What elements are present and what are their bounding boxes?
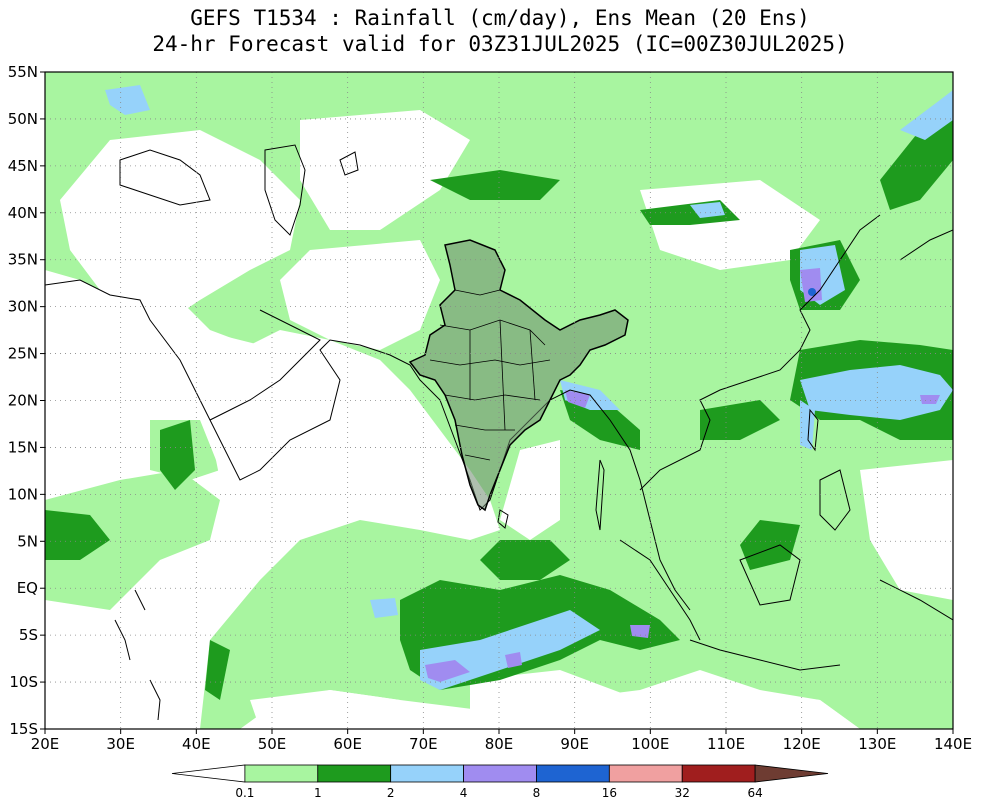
colorbar-swatch (390, 764, 464, 783)
colorbar-label: 4 (460, 786, 468, 800)
india-region (408, 239, 629, 512)
colorbar-label: 0.1 (235, 786, 254, 800)
lat-tick-label: 50N (8, 110, 38, 128)
lat-tick-label: 15S (9, 720, 38, 738)
colorbar-label: 2 (387, 786, 395, 800)
lon-tick-label: 100E (631, 735, 669, 753)
lon-tick-label: 110E (707, 735, 745, 753)
india-state-boundaries (429, 289, 551, 461)
colorbar-swatch (608, 764, 683, 783)
lat-tick-label: EQ (17, 579, 38, 597)
lon-tick-label: 20E (31, 735, 60, 753)
colorbar-arrow-low (171, 764, 246, 783)
lat-tick-label: 40N (8, 204, 38, 222)
lon-tick-label: 140E (934, 735, 972, 753)
lon-tick-label: 120E (783, 735, 821, 753)
lat-tick-label: 5S (19, 626, 38, 644)
rain-region-blue (808, 288, 816, 296)
lat-tick-label: 30N (8, 298, 38, 316)
lat-tick-label: 35N (8, 251, 38, 269)
lat-tick-label: 25N (8, 345, 38, 363)
colorbar-swatch (317, 764, 392, 783)
lat-tick-label: 20N (8, 392, 38, 410)
lon-tick-label: 30E (106, 735, 135, 753)
coastlines (45, 144, 953, 721)
axis-ticks: 55N 50N 45N 40N 35N 30N 25N 20N 15N 10N 5N EQ 5S 10S 1… (8, 63, 972, 753)
colorbar: 0.1 1 2 4 8 16 32 64 (171, 764, 829, 800)
lon-tick-label: 130E (858, 735, 896, 753)
colorbar-swatch (463, 764, 537, 783)
map-title-line1: GEFS T1534 : Rainfall (cm/day), Ens Mean… (190, 6, 810, 30)
lon-tick-label: 80E (485, 735, 514, 753)
lon-tick-label: 50E (258, 735, 287, 753)
colorbar-swatch (244, 764, 319, 783)
colorbar-label: 64 (747, 786, 762, 800)
colorbar-swatch (536, 764, 610, 783)
lat-tick-label: 10S (9, 673, 38, 691)
lat-tick-label: 5N (17, 532, 38, 550)
clear-region (60, 110, 953, 729)
lon-tick-label: 90E (560, 735, 589, 753)
colorbar-label: 32 (675, 786, 690, 800)
lat-tick-label: 45N (8, 157, 38, 175)
lon-tick-label: 60E (333, 735, 362, 753)
lon-tick-label: 40E (182, 735, 211, 753)
colorbar-swatch (681, 764, 756, 783)
lat-tick-label: 10N (8, 485, 38, 503)
lat-tick-label: 15N (8, 438, 38, 456)
colorbar-label: 16 (602, 786, 617, 800)
lat-tick-label: 55N (8, 63, 38, 81)
lon-tick-label: 70E (409, 735, 438, 753)
colorbar-arrow-high (754, 764, 829, 783)
map-title-line2: 24-hr Forecast valid for 03Z31JUL2025 (I… (152, 32, 848, 56)
colorbar-label: 8 (533, 786, 541, 800)
colorbar-label: 1 (314, 786, 322, 800)
rain-region-lavender (425, 268, 940, 682)
